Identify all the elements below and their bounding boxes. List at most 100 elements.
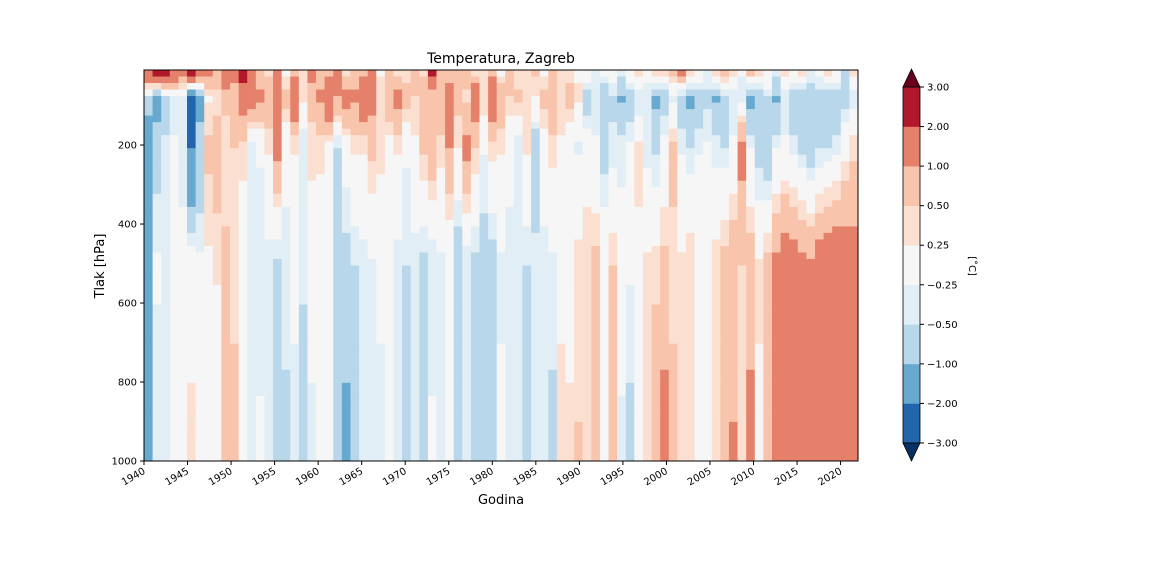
heatmap-cell [230,174,240,182]
heatmap-cell [161,363,171,371]
heatmap-cell [238,76,248,84]
heatmap-cell [608,200,618,208]
heatmap-cell [823,245,833,254]
heatmap-cell [187,350,197,358]
heatmap-cell [178,285,188,293]
heatmap-cell [290,356,300,364]
heatmap-cell [505,434,515,443]
heatmap-cell [359,454,369,461]
heatmap-cell [642,389,653,397]
heatmap-cell [634,350,644,358]
heatmap-cell [668,278,678,286]
heatmap-cell [685,193,696,201]
heatmap-cell [771,304,782,312]
heatmap-cell [488,324,498,332]
heatmap-cell [427,83,438,91]
heatmap-cell [685,213,696,221]
heatmap-cell [436,161,446,169]
heatmap-cell [711,219,721,227]
heatmap-cell [763,70,773,78]
heatmap-cell [324,285,334,293]
heatmap-cell [436,402,446,410]
heatmap-cell [178,324,188,332]
heatmap-cell [832,265,842,273]
heatmap-cell [144,291,154,299]
heatmap-cell [763,395,773,403]
heatmap-cell [255,219,266,227]
heatmap-cell [642,154,653,162]
heatmap-cell [625,447,635,456]
heatmap-cell [445,180,455,188]
heatmap-cell [470,376,481,384]
heatmap-cell [694,395,704,403]
heatmap-cell [341,291,352,299]
heatmap-cell [582,291,592,299]
heatmap-cell [634,180,644,188]
heatmap-cell [754,441,764,449]
heatmap-cell [230,356,240,364]
heatmap-cell [290,76,300,84]
heatmap-cell [238,285,248,293]
heatmap-cell [290,428,300,436]
heatmap-cell [470,96,481,104]
heatmap-cell [453,122,463,130]
heatmap-cell [144,330,154,338]
heatmap-cell [169,363,180,371]
heatmap-cell [419,219,429,227]
heatmap-cell [453,447,463,456]
heatmap-cell [789,128,799,136]
heatmap-cell [359,265,369,273]
heatmap-cell [849,109,858,117]
heatmap-cell [513,395,524,403]
heatmap-cell [711,454,721,461]
heatmap-cell [660,454,670,461]
heatmap-cell [668,96,678,104]
heatmap-cell [840,122,850,130]
heatmap-cell [445,96,455,104]
heatmap-cell [393,232,403,241]
heatmap-cell [582,193,592,201]
heatmap-cell [840,415,850,423]
heatmap-cell [814,408,825,416]
heatmap-cell [797,285,807,293]
heatmap-cell [169,193,180,201]
heatmap-cell [823,324,833,332]
heatmap-cell [316,193,326,201]
heatmap-cell [806,128,816,136]
heatmap-cell [694,193,704,201]
heatmap-cell [496,330,506,338]
heatmap-cell [771,252,782,260]
heatmap-cell [230,76,240,84]
heatmap-cell [634,200,644,208]
heatmap-cell [195,272,205,280]
heatmap-cell [694,180,704,188]
heatmap-cell [840,148,850,156]
heatmap-cell [341,350,352,358]
heatmap-cell [531,298,541,306]
heatmap-cell [496,408,506,416]
heatmap-cell [281,89,291,97]
heatmap-cell [169,324,180,332]
heatmap-cell [849,298,858,306]
heatmap-cell [720,128,730,136]
heatmap-cell [281,213,291,221]
heatmap-cell [814,454,825,461]
heatmap-cell [195,434,205,443]
heatmap-cell [574,369,584,377]
heatmap-cell [548,213,558,221]
heatmap-cell [324,395,334,403]
heatmap-cell [599,415,610,423]
heatmap-cell [548,128,558,136]
heatmap-cell [608,89,618,97]
heatmap-cell [771,291,782,299]
heatmap-cell [359,213,369,221]
heatmap-cell [849,89,858,97]
heatmap-cell [505,226,515,234]
heatmap-cell [187,389,197,397]
heatmap-cell [281,252,291,260]
heatmap-cell [212,285,223,293]
heatmap-cell [204,258,214,267]
heatmap-cell [161,272,171,280]
heatmap-cell [728,454,739,461]
heatmap-cell [427,291,438,299]
